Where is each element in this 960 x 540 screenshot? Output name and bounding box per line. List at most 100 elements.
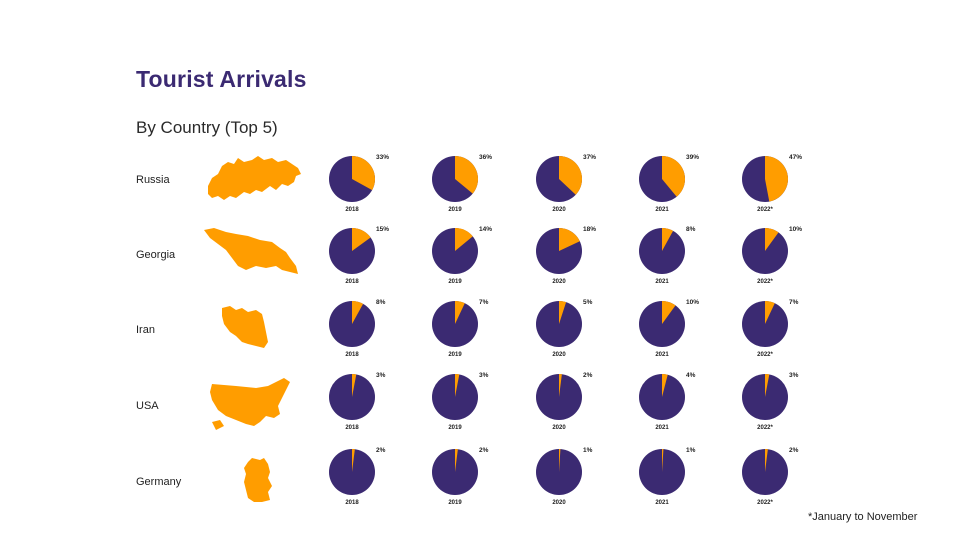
pie-chart [639, 301, 685, 347]
pie-chart [742, 228, 788, 274]
pie-slice-share [455, 449, 458, 472]
pie-slice-share [559, 449, 561, 472]
data-label: 2% [479, 447, 489, 454]
country-label-usa: USA [136, 400, 159, 412]
pie-cell: 2% 2019 [431, 447, 501, 514]
pie-slice-share [352, 301, 364, 324]
pie-chart [742, 301, 788, 347]
pie-slice-share [662, 374, 668, 397]
pie-cell: 8% 2021 [638, 226, 708, 293]
data-label: 8% [376, 299, 386, 306]
country-label-georgia: Georgia [136, 249, 176, 261]
pie-chart [329, 156, 375, 202]
pie-cell: 2% 2020 [535, 372, 605, 439]
pie-cell: 4% 2021 [638, 372, 708, 439]
year-label: 2022* [757, 500, 773, 506]
pie-chart [536, 301, 582, 347]
russia-map-icon [208, 156, 301, 200]
pie-slice-share [455, 374, 460, 397]
data-label: 3% [376, 372, 386, 379]
pie-chart [536, 374, 582, 420]
usa-map-icon [210, 378, 290, 430]
pie-slice-share [352, 156, 375, 191]
pie-chart [742, 449, 788, 495]
pie-slice-share [559, 228, 580, 251]
pie-cell: 8% 2018 [328, 299, 398, 366]
pie-chart [329, 449, 375, 495]
pie-cell: 14% 2019 [431, 226, 501, 293]
year-label: 2019 [448, 279, 462, 285]
germany-map-icon [244, 458, 272, 502]
data-label: 7% [789, 299, 799, 306]
pie-chart [432, 449, 478, 495]
pie-slice-share [352, 449, 355, 472]
data-label: 2% [789, 447, 799, 454]
pie-cell: 5% 2020 [535, 299, 605, 366]
year-label: 2019 [448, 500, 462, 506]
year-label: 2020 [552, 352, 566, 358]
country-label-germany: Germany [136, 476, 182, 488]
pie-chart [432, 228, 478, 274]
pie-slice-share [559, 156, 582, 195]
pie-chart [432, 156, 478, 202]
data-label: 3% [789, 372, 799, 379]
pie-chart [432, 301, 478, 347]
year-label: 2022* [757, 425, 773, 431]
pie-cell: 1% 2021 [638, 447, 708, 514]
year-label: 2018 [345, 425, 359, 431]
pie-slice-share [662, 156, 685, 197]
country-label-russia: Russia [136, 174, 170, 186]
data-label: 3% [479, 372, 489, 379]
chart-title: Tourist Arrivals [136, 66, 307, 92]
data-label: 37% [583, 154, 597, 161]
pie-cell: 7% 2022* [741, 299, 811, 366]
data-label: 10% [686, 299, 700, 306]
year-label: 2019 [448, 352, 462, 358]
year-label: 2020 [552, 425, 566, 431]
year-label: 2021 [655, 352, 669, 358]
data-label: 4% [686, 372, 696, 379]
pie-slice-share [765, 449, 768, 472]
pie-chart [742, 156, 788, 202]
pie-slice-share [352, 228, 371, 251]
year-label: 2018 [345, 207, 359, 213]
pie-cell: 10% 2021 [638, 299, 708, 366]
data-label: 1% [686, 447, 696, 454]
year-label: 2020 [552, 207, 566, 213]
pie-cell: 36% 2019 [431, 154, 501, 221]
data-label: 18% [583, 226, 597, 233]
year-label: 2022* [757, 352, 773, 358]
pie-chart [639, 449, 685, 495]
year-label: 2020 [552, 500, 566, 506]
footnote: *January to November [808, 511, 918, 523]
year-label: 2021 [655, 207, 669, 213]
pie-cell: 10% 2022* [741, 226, 811, 293]
pie-cell: 37% 2020 [535, 154, 605, 221]
year-label: 2021 [655, 279, 669, 285]
pie-cell: 33% 2018 [328, 154, 398, 221]
pie-chart [432, 374, 478, 420]
year-label: 2022* [757, 279, 773, 285]
pie-cell: 2% 2018 [328, 447, 398, 514]
year-label: 2022* [757, 207, 773, 213]
data-label: 36% [479, 154, 493, 161]
pie-chart [536, 156, 582, 202]
data-label: 7% [479, 299, 489, 306]
pie-chart [742, 374, 788, 420]
data-label: 15% [376, 226, 390, 233]
year-label: 2021 [655, 425, 669, 431]
pie-cell: 2% 2022* [741, 447, 811, 514]
pie-chart [329, 228, 375, 274]
pie-slice-share [559, 374, 562, 397]
iran-map-icon [222, 306, 268, 348]
pie-slice-share [455, 156, 478, 194]
year-label: 2018 [345, 352, 359, 358]
pie-cell: 15% 2018 [328, 226, 398, 293]
pie-chart [639, 228, 685, 274]
data-label: 33% [376, 154, 390, 161]
pie-slice-share [455, 301, 465, 324]
data-label: 10% [789, 226, 803, 233]
pie-cell: 3% 2019 [431, 372, 501, 439]
chart-subtitle: By Country (Top 5) [136, 118, 278, 137]
data-label: 2% [583, 372, 593, 379]
